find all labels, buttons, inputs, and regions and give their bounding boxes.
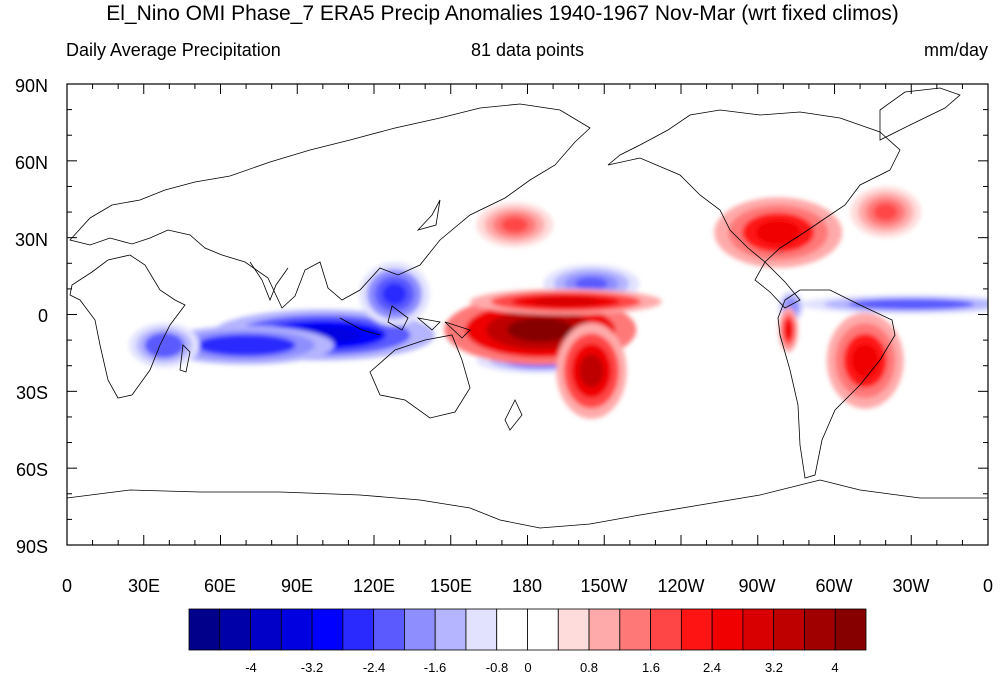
colorbar-swatch (557, 608, 590, 651)
anomaly-contour (579, 354, 604, 388)
colorbar-tick-label: 1.6 (642, 660, 660, 675)
colorbar-swatch (188, 608, 221, 651)
lon-label: 90W (738, 576, 775, 596)
anomaly-contour (872, 300, 950, 308)
lat-label: 90N (15, 76, 48, 96)
units-subtitle: mm/day (923, 40, 988, 60)
lon-label: 150W (580, 576, 627, 596)
anomaly-contour (756, 220, 801, 245)
colorbar-swatch (773, 608, 805, 651)
lat-label: 30N (15, 230, 48, 250)
colorbar-tick-label: 0.8 (580, 660, 598, 675)
colorbar-swatch (342, 608, 375, 651)
lon-label: 150E (430, 576, 472, 596)
anomaly-contour (852, 344, 879, 378)
colorbar-swatch (496, 608, 528, 651)
anomaly-contour (785, 322, 792, 338)
lon-label: 0 (62, 576, 72, 596)
lat-label: 60N (15, 153, 48, 173)
colorbar-swatch (619, 608, 651, 651)
lat-label: 30S (16, 383, 48, 403)
colorbar-labels: -4 -3.2 -2.4 -1.6 -0.8 0 0.8 1.6 2.4 3.2… (245, 660, 838, 675)
variable-subtitle: Daily Average Precipitation (66, 40, 281, 60)
anomaly-contour (574, 277, 608, 291)
colorbar-tick-label: -2.4 (363, 660, 385, 675)
colorbar-tick-label: -4 (245, 660, 257, 675)
lon-label: 30E (128, 576, 160, 596)
colorbar-tick-label: -1.6 (424, 660, 446, 675)
longitude-labels: 0 30E 60E 90E 120E 150E 180 150W 120W 90… (62, 576, 993, 596)
lon-label: 30W (892, 576, 929, 596)
colorbar-swatch (280, 608, 313, 651)
lon-label: 180 (512, 576, 542, 596)
colorbar-swatch (834, 608, 867, 651)
coastlines (67, 87, 988, 529)
colorbar-swatch (250, 608, 282, 651)
anomaly-contour (507, 317, 574, 342)
colorbar (188, 608, 867, 651)
anomaly-field (129, 186, 988, 419)
colorbar-swatch (742, 608, 775, 651)
axis-ticks (66, 83, 989, 546)
anomaly-contour (152, 337, 177, 353)
colorbar-swatch (650, 608, 682, 651)
colorbar-swatch (527, 608, 559, 651)
colorbar-swatch (219, 608, 251, 651)
lon-label: 60E (204, 576, 236, 596)
colorbar-swatch (711, 608, 744, 651)
anomaly-contour (501, 217, 528, 233)
colorbar-tick-label: 2.4 (703, 660, 721, 675)
anomaly-contour (532, 297, 599, 307)
colorbar-swatch (373, 608, 405, 651)
colorbar-tick-label: 0 (524, 660, 531, 675)
map-title: El_Nino OMI Phase_7 ERA5 Precip Anomalie… (106, 2, 899, 25)
colorbar-swatch (465, 608, 498, 651)
anomaly-contour (382, 283, 407, 306)
colorbar-swatch (680, 608, 713, 651)
colorbar-tick-label: 4 (831, 660, 838, 675)
latitude-labels: 90N 60N 30N 0 30S 60S 90S (15, 76, 48, 557)
colorbar-swatch (804, 608, 836, 651)
lon-label: 120W (657, 576, 704, 596)
anomaly-contour (215, 338, 277, 352)
lon-label: 90E (281, 576, 313, 596)
colorbar-swatch (311, 608, 344, 651)
lat-label: 90S (16, 537, 48, 557)
colorbar-tick-label: -3.2 (301, 660, 323, 675)
colorbar-tick-label: -0.8 (486, 660, 508, 675)
data-count-subtitle: 81 data points (470, 40, 585, 60)
colorbar-tick-label: 3.2 (765, 660, 783, 675)
lon-label: 0 (983, 576, 993, 596)
colorbar-swatch (404, 608, 436, 651)
lat-label: 60S (16, 460, 48, 480)
lat-label: 0 (38, 306, 48, 326)
colorbar-swatch (434, 608, 467, 651)
anomaly-contour (873, 203, 898, 221)
colorbar-swatch (588, 608, 621, 651)
lon-label: 120E (353, 576, 395, 596)
lon-label: 60W (815, 576, 852, 596)
